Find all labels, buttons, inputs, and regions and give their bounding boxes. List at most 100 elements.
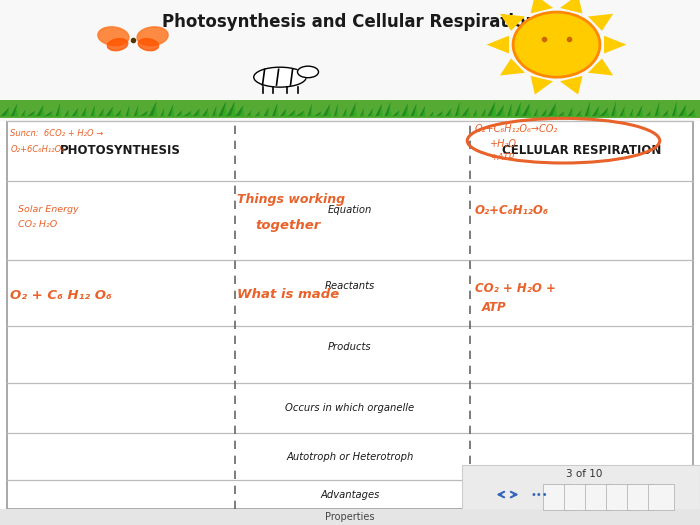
Polygon shape	[449, 110, 452, 117]
Polygon shape	[115, 109, 121, 117]
Polygon shape	[588, 58, 613, 76]
Polygon shape	[176, 110, 182, 117]
Polygon shape	[560, 76, 582, 94]
Polygon shape	[445, 108, 452, 117]
Text: PHOTOSYNTHESIS: PHOTOSYNTHESIS	[60, 144, 181, 157]
Polygon shape	[405, 106, 409, 117]
Polygon shape	[541, 109, 547, 117]
Polygon shape	[536, 110, 538, 117]
Polygon shape	[588, 14, 613, 31]
Text: Photosynthesis and Cellular Respiration: Photosynthesis and Cellular Respiration	[162, 13, 538, 31]
Polygon shape	[118, 111, 122, 117]
Ellipse shape	[137, 27, 168, 46]
Polygon shape	[457, 105, 461, 117]
Polygon shape	[258, 112, 261, 117]
Polygon shape	[167, 104, 174, 117]
Polygon shape	[547, 103, 556, 117]
Polygon shape	[334, 103, 338, 117]
Polygon shape	[171, 107, 174, 117]
Polygon shape	[654, 102, 659, 117]
Polygon shape	[71, 108, 78, 117]
Polygon shape	[231, 104, 236, 117]
Polygon shape	[310, 106, 313, 117]
Text: O₂+C₆H₁₂O₆: O₂+C₆H₁₂O₆	[475, 204, 549, 216]
Polygon shape	[435, 111, 443, 117]
Polygon shape	[246, 110, 251, 117]
Polygon shape	[288, 110, 295, 117]
Polygon shape	[223, 104, 227, 117]
Polygon shape	[40, 108, 45, 117]
FancyBboxPatch shape	[584, 484, 611, 510]
Polygon shape	[212, 106, 216, 117]
Polygon shape	[136, 108, 139, 117]
Polygon shape	[197, 111, 201, 117]
Polygon shape	[368, 108, 373, 117]
Polygon shape	[318, 113, 323, 117]
Polygon shape	[544, 111, 547, 117]
Polygon shape	[455, 102, 460, 117]
Text: ATP: ATP	[482, 301, 506, 313]
Text: O₂+6C₆H₁₂O₆: O₂+6C₆H₁₂O₆	[10, 145, 65, 154]
Polygon shape	[579, 112, 582, 117]
Polygon shape	[27, 111, 35, 117]
Polygon shape	[682, 107, 687, 117]
Polygon shape	[353, 106, 357, 117]
Polygon shape	[429, 111, 433, 117]
Polygon shape	[500, 107, 505, 117]
Polygon shape	[568, 107, 573, 117]
Text: Properties: Properties	[326, 511, 374, 522]
Polygon shape	[202, 108, 208, 117]
Polygon shape	[105, 107, 113, 117]
FancyBboxPatch shape	[648, 484, 674, 510]
Polygon shape	[284, 110, 288, 117]
Polygon shape	[507, 103, 512, 117]
Polygon shape	[622, 109, 626, 117]
Polygon shape	[84, 109, 88, 117]
Polygon shape	[584, 101, 590, 117]
Polygon shape	[487, 101, 495, 117]
Polygon shape	[109, 109, 114, 117]
Polygon shape	[349, 102, 356, 117]
Text: Reactants: Reactants	[325, 281, 375, 291]
Polygon shape	[629, 108, 633, 117]
Polygon shape	[645, 111, 651, 117]
Text: together: together	[256, 219, 321, 232]
Polygon shape	[473, 109, 477, 117]
Polygon shape	[611, 101, 616, 117]
Polygon shape	[514, 102, 521, 117]
Polygon shape	[326, 107, 331, 117]
FancyBboxPatch shape	[606, 484, 632, 510]
Polygon shape	[218, 101, 226, 117]
Ellipse shape	[298, 66, 318, 78]
Polygon shape	[604, 110, 610, 117]
Polygon shape	[500, 58, 525, 76]
Polygon shape	[531, 0, 553, 14]
Polygon shape	[475, 111, 477, 117]
Text: What is made: What is made	[237, 288, 339, 300]
Polygon shape	[678, 104, 686, 117]
Polygon shape	[300, 112, 306, 117]
Polygon shape	[672, 101, 677, 117]
Polygon shape	[648, 112, 652, 117]
Polygon shape	[526, 106, 531, 117]
Polygon shape	[662, 110, 668, 117]
Polygon shape	[620, 106, 625, 117]
Polygon shape	[226, 101, 234, 117]
Text: Things working: Things working	[237, 193, 344, 206]
Polygon shape	[419, 106, 425, 117]
Polygon shape	[21, 110, 25, 117]
Polygon shape	[360, 108, 364, 117]
Polygon shape	[58, 106, 61, 117]
Polygon shape	[518, 105, 522, 117]
Text: Solar Energy: Solar Energy	[18, 205, 78, 215]
Polygon shape	[90, 105, 95, 117]
Polygon shape	[481, 108, 486, 117]
Polygon shape	[134, 105, 139, 117]
Polygon shape	[496, 104, 504, 117]
Polygon shape	[183, 111, 191, 117]
Polygon shape	[31, 112, 36, 117]
Polygon shape	[486, 36, 509, 54]
Polygon shape	[36, 105, 43, 117]
Polygon shape	[604, 36, 626, 54]
Polygon shape	[596, 108, 601, 117]
